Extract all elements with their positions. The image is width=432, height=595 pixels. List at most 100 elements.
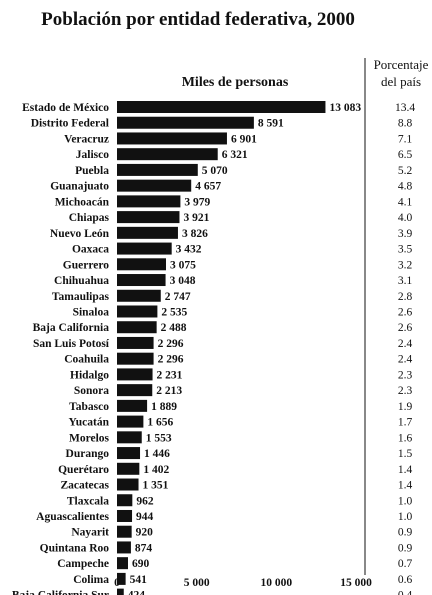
- percent-label: 6.5: [398, 149, 413, 161]
- value-label: 3 921: [183, 212, 209, 224]
- bar: [117, 226, 178, 239]
- bar: [117, 431, 142, 444]
- value-label: 1 656: [147, 417, 173, 429]
- bar: [117, 478, 139, 491]
- value-label: 2 213: [156, 385, 182, 397]
- category-label: Querétaro: [58, 464, 109, 476]
- x-tick-label: 5 000: [184, 577, 210, 589]
- category-label: Baja California Sur: [12, 590, 109, 595]
- category-label: Estado de México: [22, 102, 109, 114]
- value-label: 1 553: [146, 432, 172, 444]
- category-label: Campeche: [57, 558, 109, 570]
- bar: [117, 494, 133, 507]
- value-label: 2 535: [161, 306, 187, 318]
- value-label: 3 979: [184, 196, 210, 208]
- percent-label: 2.3: [398, 385, 413, 397]
- value-label: 3 826: [182, 228, 208, 240]
- x-tick-label: 10 000: [261, 577, 293, 589]
- percent-label: 2.4: [398, 354, 413, 366]
- category-label: Chiapas: [69, 212, 110, 224]
- value-label: 3 432: [176, 244, 202, 256]
- category-label: Hidalgo: [70, 369, 109, 381]
- bar: [117, 415, 144, 428]
- percent-label: 0.9: [398, 527, 413, 539]
- category-label: Coahuila: [64, 354, 109, 366]
- category-label: Nayarit: [71, 527, 109, 539]
- value-label: 962: [136, 495, 154, 507]
- bar: [117, 321, 157, 334]
- percent-label: 1.0: [398, 511, 413, 523]
- value-label: 874: [135, 542, 153, 554]
- percent-header-line-2: del país: [381, 74, 421, 89]
- bar: [117, 132, 227, 145]
- category-label: Guerrero: [63, 259, 109, 271]
- percent-label: 0.7: [398, 558, 413, 570]
- percent-label: 7.1: [398, 133, 413, 145]
- value-label: 424: [128, 590, 146, 595]
- bar: [117, 336, 154, 349]
- percent-label: 0.6: [398, 574, 413, 586]
- bar: [117, 242, 172, 255]
- bar: [117, 588, 124, 595]
- percent-label: 1.0: [398, 495, 413, 507]
- percent-label: 2.3: [398, 369, 413, 381]
- category-label: Sinaloa: [73, 306, 110, 318]
- percent-label: 2.6: [398, 306, 413, 318]
- bar: [117, 541, 131, 554]
- category-label: Baja California: [33, 322, 110, 334]
- value-label: 944: [136, 511, 154, 523]
- bar: [117, 352, 154, 365]
- category-label: Tamaulipas: [52, 291, 110, 303]
- percent-label: 0.4: [398, 590, 413, 595]
- bar: [117, 195, 181, 208]
- bar: [117, 163, 198, 176]
- bar: [117, 384, 153, 397]
- value-label: 2 296: [158, 354, 184, 366]
- value-label: 920: [136, 527, 154, 539]
- category-label: Veracruz: [64, 133, 109, 145]
- bar: [117, 509, 133, 522]
- value-label: 1 889: [151, 401, 177, 413]
- value-label: 4 657: [195, 181, 221, 193]
- percent-label: 4.0: [398, 212, 413, 224]
- category-label: Yucatán: [69, 417, 110, 429]
- percent-label: 3.9: [398, 228, 413, 240]
- category-label: Nuevo León: [50, 228, 110, 240]
- category-label: Aguascalientes: [36, 511, 109, 523]
- percent-label: 2.6: [398, 322, 413, 334]
- category-label: San Luis Potosí: [33, 338, 110, 350]
- bar: [117, 211, 180, 224]
- percent-label: 1.5: [398, 448, 413, 460]
- category-label: Guanajuato: [50, 181, 109, 193]
- bar: [117, 179, 192, 192]
- percent-label: 1.4: [398, 480, 413, 492]
- value-label: 6 321: [222, 149, 248, 161]
- bar: [117, 447, 141, 460]
- bar: [117, 116, 254, 129]
- category-label: Zacatecas: [60, 480, 109, 492]
- value-label: 3 048: [170, 275, 196, 287]
- value-label: 2 488: [161, 322, 187, 334]
- value-label: 541: [130, 574, 148, 586]
- category-label: Distrito Federal: [31, 118, 109, 130]
- value-label: 1 446: [144, 448, 170, 460]
- percent-label: 3.1: [398, 275, 413, 287]
- percent-label: 2.8: [398, 291, 413, 303]
- percent-label: 3.2: [398, 259, 413, 271]
- bar: [117, 305, 158, 318]
- value-label: 2 747: [165, 291, 191, 303]
- value-label: 13 083: [329, 102, 361, 114]
- percent-label: 3.5: [398, 244, 413, 256]
- x-tick-label: 0: [114, 577, 120, 589]
- category-label: Michoacán: [55, 196, 110, 208]
- value-label: 8 591: [258, 118, 284, 130]
- category-label: Tlaxcala: [67, 495, 109, 507]
- category-label: Durango: [66, 448, 110, 460]
- percent-label: 13.4: [395, 102, 415, 114]
- chart-subtitle: Miles de personas: [182, 75, 289, 90]
- value-label: 6 901: [231, 133, 257, 145]
- bar: [117, 462, 140, 475]
- value-label: 2 296: [158, 338, 184, 350]
- bar: [117, 572, 126, 585]
